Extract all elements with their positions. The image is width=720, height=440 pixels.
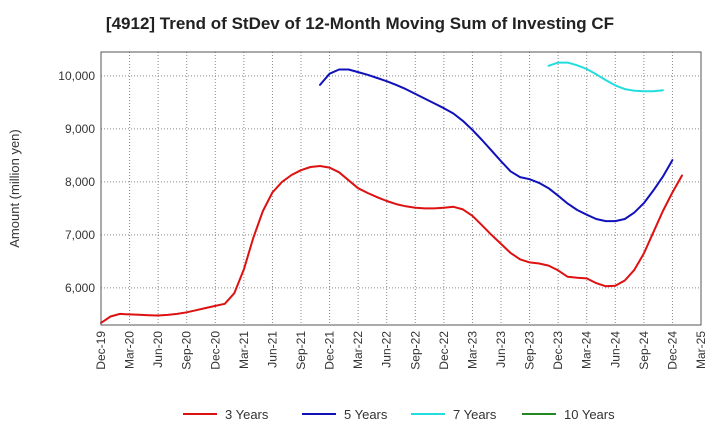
x-tick-label: Mar-22 [351, 331, 365, 369]
legend-label: 10 Years [564, 407, 615, 422]
x-tick-label: Sep-20 [180, 331, 194, 370]
x-tick-label: Dec-21 [323, 331, 337, 370]
x-tick-label: Mar-25 [694, 331, 708, 369]
x-tick-label: Jun-23 [494, 331, 508, 368]
x-tick-label: Dec-22 [437, 331, 451, 370]
series-layer [100, 61, 683, 324]
legend-label: 3 Years [225, 407, 269, 422]
x-tick-label: Sep-23 [523, 331, 537, 370]
x-tick-label: Dec-23 [551, 331, 565, 370]
y-tick-label: 8,000 [65, 175, 95, 189]
x-tick-label: Mar-24 [580, 331, 594, 369]
x-tick-label: Mar-20 [123, 331, 137, 369]
x-tick-label: Jun-21 [265, 331, 279, 368]
x-tick-label: Jun-20 [151, 331, 165, 368]
y-tick-label: 9,000 [65, 122, 95, 136]
y-tick-label: 6,000 [65, 281, 95, 295]
x-tick-label: Sep-21 [294, 331, 308, 370]
series-line [547, 61, 664, 93]
x-tick-label: Sep-22 [408, 331, 422, 370]
x-tick-label: Mar-23 [465, 331, 479, 369]
x-tick-label: Sep-24 [637, 331, 651, 370]
legend-label: 7 Years [453, 407, 497, 422]
legend-label: 5 Years [344, 407, 388, 422]
x-tick-label: Dec-20 [208, 331, 222, 370]
series-line [319, 68, 674, 223]
y-tick-label: 7,000 [65, 228, 95, 242]
x-tick-label: Dec-19 [94, 331, 108, 370]
series-line [100, 165, 683, 324]
x-tick-label: Jun-24 [608, 331, 622, 368]
x-tick-label: Mar-21 [237, 331, 251, 369]
plot-frame [100, 51, 702, 326]
x-tick-label: Dec-24 [665, 331, 679, 370]
x-tick-label: Jun-22 [380, 331, 394, 368]
legend: 3 Years 5 Years 7 Years 10 Years [183, 407, 615, 422]
grid-lines [101, 52, 701, 325]
chart-title: [4912] Trend of StDev of 12-Month Moving… [105, 14, 615, 33]
axes: Dec-19 Mar-20 Jun-20 Sep-20 Dec-20 Mar-21 Jun-… [7, 51, 708, 370]
y-axis-title: Amount (million yen) [7, 129, 22, 248]
plot-area [101, 52, 701, 325]
plot-background [101, 52, 701, 325]
y-tick-label: 10,000 [58, 69, 95, 83]
